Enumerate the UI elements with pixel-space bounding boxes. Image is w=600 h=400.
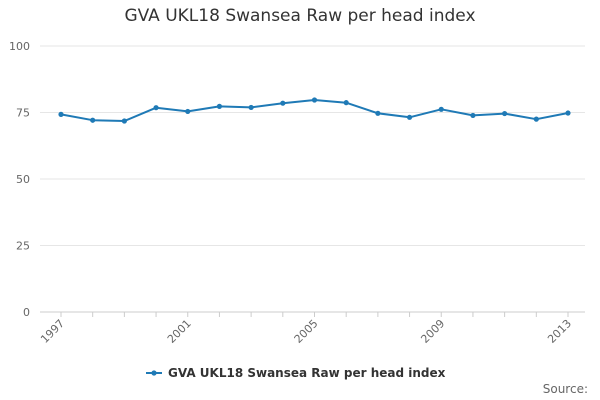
data-point: [248, 104, 254, 111]
data-point: [280, 100, 286, 106]
x-tick-label: 2013: [545, 317, 574, 346]
data-point: [185, 108, 191, 115]
data-point: [470, 112, 476, 119]
data-point: [90, 117, 96, 123]
series-line: [60, 99, 569, 122]
data-point: [502, 110, 508, 117]
data-point: [406, 114, 413, 120]
source-label: Source:: [542, 382, 588, 396]
series-layer: [58, 97, 571, 124]
data-point: [311, 97, 318, 103]
data-point: [565, 110, 571, 116]
y-tick-label: 50: [16, 173, 30, 186]
chart-title: GVA UKL18 Swansea Raw per head index: [124, 6, 476, 26]
x-tick-label: 2005: [292, 317, 321, 346]
data-point: [153, 105, 159, 111]
legend: GVA UKL18 Swansea Raw per head index: [146, 366, 446, 380]
data-point: [121, 118, 127, 124]
data-point: [58, 111, 64, 117]
y-tick-label: 75: [16, 107, 30, 120]
x-axis-ticks: 1997 2001 2005 2009 2013: [38, 312, 574, 346]
data-point: [533, 116, 539, 122]
legend-point-marker: [151, 370, 157, 376]
x-tick-label: 1997: [38, 317, 67, 346]
y-tick-label: 100: [9, 40, 30, 53]
y-tick-label: 0: [23, 306, 30, 319]
grid-lines: [40, 45, 585, 313]
y-tick-label: 25: [16, 240, 30, 253]
data-point: [375, 110, 381, 116]
data-point: [216, 103, 223, 109]
x-tick-label: 2009: [418, 317, 447, 346]
x-tick-label: 2001: [165, 317, 194, 346]
legend-label: GVA UKL18 Swansea Raw per head index: [168, 366, 446, 380]
y-axis-ticks: 0 25 50 75 100: [9, 40, 30, 319]
data-point: [438, 106, 444, 112]
data-point: [343, 100, 349, 106]
